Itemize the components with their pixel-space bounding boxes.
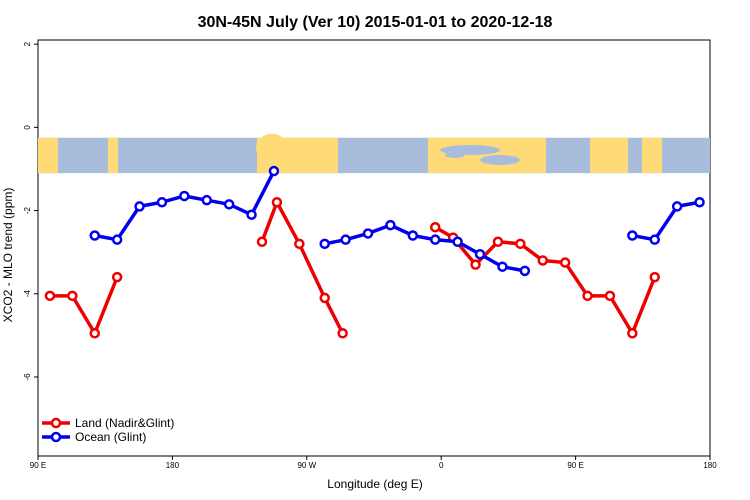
land-series-point xyxy=(470,259,481,270)
land-series-point xyxy=(67,290,78,302)
ocean-series-point xyxy=(223,199,235,210)
land-series-point xyxy=(649,271,660,283)
ocean-series-point xyxy=(340,234,351,245)
ocean-series-point xyxy=(627,230,638,241)
map-land xyxy=(108,137,118,174)
x-tick-label: 0 xyxy=(439,461,444,470)
plot-frame xyxy=(37,39,711,457)
land-series-point xyxy=(559,257,571,268)
land-series-point xyxy=(582,290,593,302)
map-ocean xyxy=(445,152,465,158)
legend-swatch-marker xyxy=(50,417,62,429)
map-land xyxy=(590,137,628,174)
x-tick-label: 180 xyxy=(166,461,180,470)
x-tick-label: 90 E xyxy=(30,461,46,470)
ocean-series-point xyxy=(319,238,330,250)
map-ocean xyxy=(480,155,520,165)
land-series-point xyxy=(89,328,100,339)
x-axis-label: Longitude (deg E) xyxy=(327,477,422,491)
land-series-point xyxy=(271,196,283,208)
x-tick-label: 180 xyxy=(703,461,717,470)
y-tick-label: -4 xyxy=(23,290,32,298)
world-map-strip xyxy=(38,133,710,174)
y-tick-label: 2 xyxy=(23,41,32,46)
ocean-series-point xyxy=(156,196,168,208)
y-axis-label: XCO2 - MLO trend (ppm) xyxy=(1,188,15,323)
land-series-point xyxy=(604,290,616,302)
ocean-series-point xyxy=(179,190,190,202)
land-series-line xyxy=(434,225,657,336)
ocean-series-point xyxy=(452,236,463,248)
ocean-series-line xyxy=(324,223,526,273)
ocean-series-point xyxy=(519,265,531,277)
x-tick-label: 90 E xyxy=(567,461,583,470)
land-series-point xyxy=(429,221,441,233)
land-series-line xyxy=(260,200,345,335)
legend-swatch-marker xyxy=(50,431,62,443)
chart-title: 30N-45N July (Ver 10) 2015-01-01 to 2020… xyxy=(198,14,553,31)
map-land xyxy=(256,133,288,162)
land-series-point xyxy=(319,292,330,304)
land-series-line xyxy=(49,276,119,336)
ocean-series-point xyxy=(111,234,123,245)
land-series-point xyxy=(515,238,526,250)
legend-label: Ocean (Glint) xyxy=(75,430,146,444)
x-axis: 90 E 180 90 W 0 90 E 180 xyxy=(30,456,717,470)
series-layer xyxy=(44,165,705,339)
legend-label: Land (Nadir&Glint) xyxy=(75,416,174,430)
ocean-series-line xyxy=(94,170,276,242)
plot-area: 90 E 180 90 W 0 90 E 180 2 0 -2 -4 -6 xyxy=(23,39,717,470)
land-series-point xyxy=(337,328,348,339)
y-axis: 2 0 -2 -4 -6 xyxy=(23,41,38,381)
ocean-series-point xyxy=(474,248,486,260)
ocean-series-point xyxy=(497,261,508,272)
ocean-series-point xyxy=(385,219,396,231)
map-land xyxy=(642,137,662,174)
ocean-series-point xyxy=(201,194,212,206)
ocean-series-line xyxy=(632,200,700,242)
ocean-series-point xyxy=(134,201,145,212)
ocean-series-point xyxy=(671,201,683,212)
ocean-series-point xyxy=(429,234,441,245)
legend: Land (Nadir&Glint)Ocean (Glint) xyxy=(42,416,174,444)
x-tick-label: 90 W xyxy=(297,461,316,470)
y-tick-label: -6 xyxy=(23,373,32,381)
ocean-series-point xyxy=(649,234,660,245)
ocean-series-point xyxy=(89,230,100,241)
ocean-series-point xyxy=(694,196,705,208)
ocean-series-point xyxy=(362,228,374,239)
ocean-series-point xyxy=(246,209,257,220)
land-series-point xyxy=(627,328,638,339)
map-land xyxy=(38,137,58,174)
land-series-point xyxy=(256,236,268,248)
land-series-point xyxy=(111,271,123,283)
y-tick-label: 0 xyxy=(23,125,32,130)
land-series-point xyxy=(294,238,305,250)
ocean-series-point xyxy=(407,230,419,241)
y-tick-label: -2 xyxy=(23,206,32,214)
land-series-point xyxy=(537,255,548,266)
land-series-point xyxy=(492,236,504,248)
land-series-point xyxy=(44,290,56,302)
ocean-series-point xyxy=(268,165,280,177)
